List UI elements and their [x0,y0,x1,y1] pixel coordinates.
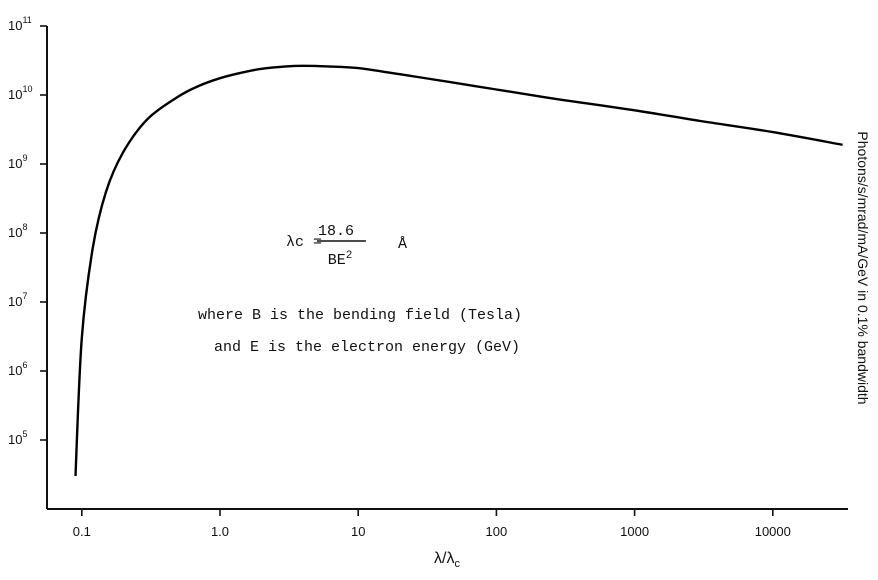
x-tick-label-3: 100 [486,524,508,539]
formula-lambda-c: λc = [286,234,322,251]
annotation-line-2: and E is the electron energy (GeV) [214,339,520,356]
y-tick-label-3: 108 [8,222,27,240]
formula-denominator: BE2 [328,250,353,269]
x-tick-label-0: 0.1 [73,524,91,539]
series [74,64,843,477]
x-axis-label: λ/λc [434,550,460,570]
x-tick-label-5: 10000 [755,524,791,539]
series-line-0 [74,64,843,477]
y-tick-label-6: 1011 [8,15,32,33]
x-tick-label-4: 1000 [620,524,649,539]
x-tick-label-2: 10 [351,524,365,539]
y-tick-label-1: 106 [8,360,27,378]
y-axis-label: Photons/s/mrad/mA/GeV in 0.1% bandwidth [855,131,871,404]
y-tick-label-5: 1010 [8,84,32,102]
y-ticks: 105 106 107 108 109 1010 1011 [8,15,47,447]
y-tick-label-0: 105 [8,429,27,447]
axes [46,26,848,510]
formula-unit: Å [398,236,407,253]
y-tick-label-4: 109 [8,153,27,171]
formula-annotation: λc = 18.6 BE2 Å where B is the bending f… [198,223,522,356]
annotation-line-1: where B is the bending field (Tesla) [198,307,522,324]
formula-numerator: 18.6 [318,223,354,240]
y-tick-label-2: 107 [8,291,27,309]
x-tick-label-1: 1.0 [211,524,229,539]
x-ticks: 0.1 1.0 10 100 1000 10000 [73,509,791,539]
